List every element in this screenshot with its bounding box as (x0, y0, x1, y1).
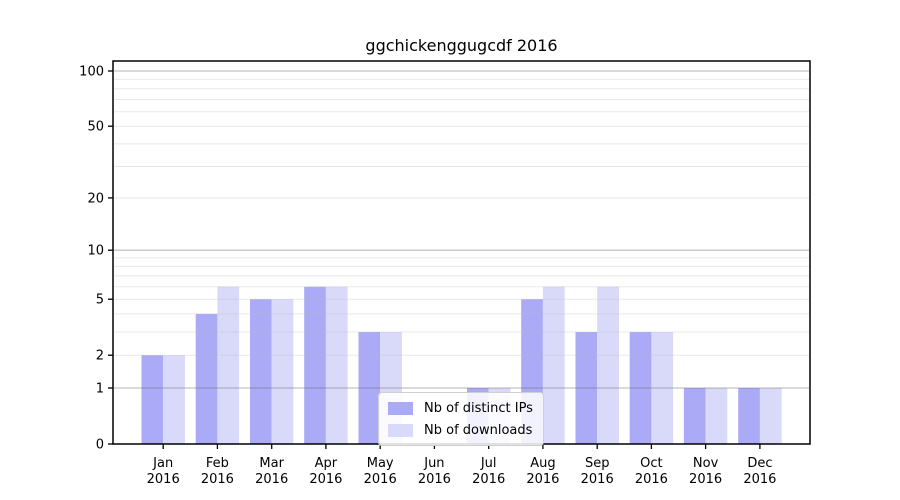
y-tick-label-0: 0 (96, 438, 104, 453)
bar-distinct-ips-apr (304, 286, 326, 444)
legend-swatch-distinct-ips (388, 401, 413, 415)
legend-item-downloads: Nb of downloads (388, 419, 533, 441)
bar-downloads-mar (271, 299, 294, 444)
y-tick-label-1: 1 (96, 382, 104, 397)
bar-downloads-jan (163, 355, 185, 444)
x-tick-label-year-dec: 2016 (743, 472, 776, 487)
x-tick-label-month-oct: Oct (640, 456, 662, 471)
legend-item-distinct-ips: Nb of distinct IPs (388, 397, 533, 419)
x-tick-label-month-dec: Dec (747, 456, 772, 471)
x-tick-label-month-jun: Jun (423, 456, 444, 471)
x-tick-label-month-mar: Mar (259, 456, 284, 471)
x-tick-label-year-jul: 2016 (472, 472, 505, 487)
y-tick-label-20: 20 (87, 191, 104, 206)
y-tick-label-10: 10 (87, 244, 104, 259)
y-tick-label-50: 50 (87, 120, 104, 135)
bar-downloads-nov (705, 388, 728, 444)
bar-downloads-feb (217, 286, 240, 444)
bar-distinct-ips-nov (683, 388, 706, 444)
bar-distinct-ips-feb (195, 313, 218, 444)
x-tick-label-month-nov: Nov (693, 456, 719, 471)
legend-swatch-downloads (388, 423, 413, 437)
bar-downloads-aug (542, 286, 565, 444)
legend-label-downloads: Nb of downloads (424, 422, 533, 438)
x-tick-label-year-apr: 2016 (309, 472, 342, 487)
x-tick-label-month-sep: Sep (585, 456, 610, 471)
bar-distinct-ips-mar (250, 299, 272, 444)
x-tick-label-year-feb: 2016 (201, 472, 234, 487)
y-tick-label-2: 2 (96, 349, 104, 364)
x-tick-label-month-may: May (367, 456, 394, 471)
y-tick-label-5: 5 (96, 293, 104, 308)
x-tick-label-month-apr: Apr (315, 456, 338, 471)
x-tick-label-year-oct: 2016 (635, 472, 668, 487)
bar-distinct-ips-dec (738, 388, 760, 444)
x-tick-label-year-jun: 2016 (418, 472, 451, 487)
x-tick-label-month-aug: Aug (530, 456, 555, 471)
x-tick-label-month-jul: Jul (480, 456, 497, 471)
x-tick-label-year-jan: 2016 (147, 472, 180, 487)
chart-title: ggchickenggugcdf 2016 (365, 36, 558, 55)
x-tick-label-year-aug: 2016 (526, 472, 559, 487)
x-tick-label-year-nov: 2016 (689, 472, 722, 487)
bar-downloads-dec (759, 388, 782, 444)
legend: Nb of distinct IPs Nb of downloads (378, 392, 544, 446)
bar-downloads-sep (597, 286, 619, 444)
x-tick-label-year-mar: 2016 (255, 472, 288, 487)
x-tick-label-month-jan: Jan (152, 456, 173, 471)
bar-downloads-apr (325, 286, 348, 444)
legend-label-distinct-ips: Nb of distinct IPs (424, 400, 533, 416)
x-tick-label-year-sep: 2016 (581, 472, 614, 487)
x-tick-label-month-feb: Feb (206, 456, 229, 471)
bar-distinct-ips-jan (141, 355, 164, 444)
x-tick-label-year-may: 2016 (364, 472, 397, 487)
y-tick-label-100: 100 (79, 65, 104, 80)
